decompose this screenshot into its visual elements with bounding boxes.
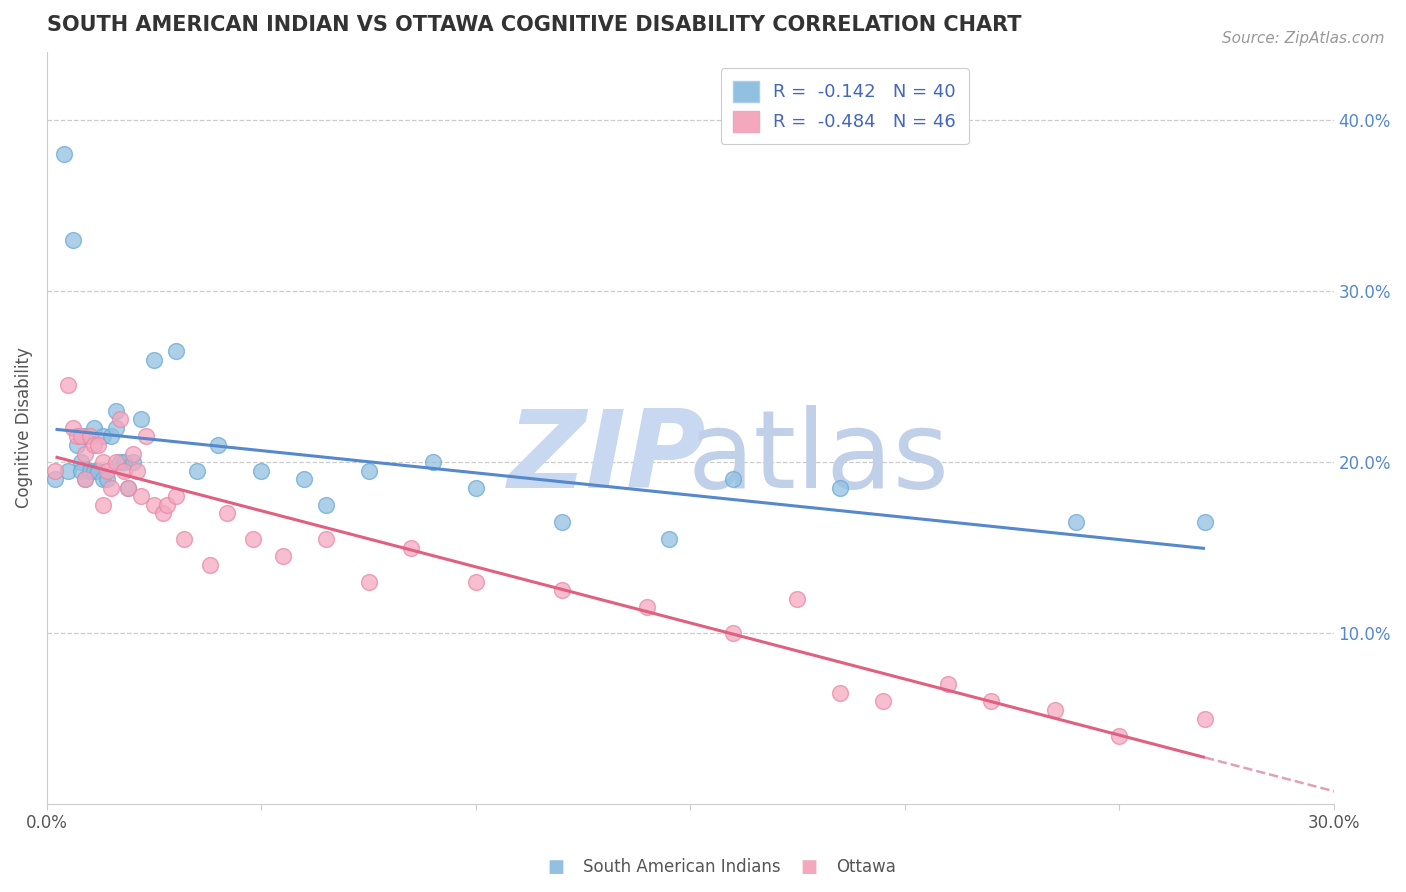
Point xyxy=(872,694,894,708)
Point xyxy=(104,455,127,469)
Point xyxy=(135,429,157,443)
Point xyxy=(143,498,166,512)
Point xyxy=(242,532,264,546)
Point xyxy=(292,472,315,486)
Point xyxy=(830,686,852,700)
Point xyxy=(121,446,143,460)
Point xyxy=(83,464,105,478)
Point xyxy=(87,464,110,478)
Point xyxy=(129,412,152,426)
Point xyxy=(315,498,337,512)
Point xyxy=(121,455,143,469)
Point xyxy=(152,507,174,521)
Point xyxy=(1194,712,1216,726)
Point xyxy=(91,498,114,512)
Point xyxy=(550,515,572,529)
Point xyxy=(87,438,110,452)
Point xyxy=(75,429,97,443)
Point xyxy=(271,549,294,563)
Point xyxy=(979,694,1001,708)
Point xyxy=(58,378,80,392)
Point xyxy=(215,507,238,521)
Y-axis label: Cognitive Disability: Cognitive Disability xyxy=(15,348,32,508)
Point xyxy=(79,429,101,443)
Point xyxy=(100,429,122,443)
Point xyxy=(830,481,852,495)
Point xyxy=(44,464,66,478)
Point xyxy=(112,464,135,478)
Point xyxy=(100,481,122,495)
Point xyxy=(357,464,380,478)
Point xyxy=(250,464,273,478)
Point xyxy=(129,489,152,503)
Point xyxy=(104,404,127,418)
Point xyxy=(91,472,114,486)
Text: SOUTH AMERICAN INDIAN VS OTTAWA COGNITIVE DISABILITY CORRELATION CHART: SOUTH AMERICAN INDIAN VS OTTAWA COGNITIV… xyxy=(46,15,1021,35)
Point xyxy=(91,455,114,469)
Point xyxy=(62,421,84,435)
Point xyxy=(125,464,148,478)
Point xyxy=(83,438,105,452)
Point xyxy=(66,429,89,443)
Point xyxy=(96,472,118,486)
Point xyxy=(143,352,166,367)
Point xyxy=(117,481,139,495)
Point xyxy=(721,626,744,640)
Point xyxy=(186,464,208,478)
Text: ■: ■ xyxy=(800,858,817,876)
Text: Source: ZipAtlas.com: Source: ZipAtlas.com xyxy=(1222,31,1385,46)
Point xyxy=(70,455,93,469)
Point xyxy=(70,429,93,443)
Point xyxy=(79,464,101,478)
Point xyxy=(1194,515,1216,529)
Point xyxy=(58,464,80,478)
Point xyxy=(70,464,93,478)
Point xyxy=(108,455,131,469)
Point xyxy=(357,574,380,589)
Point xyxy=(198,558,221,572)
Point xyxy=(62,233,84,247)
Point xyxy=(104,421,127,435)
Point xyxy=(173,532,195,546)
Point xyxy=(658,532,681,546)
Point xyxy=(44,472,66,486)
Point xyxy=(165,489,187,503)
Point xyxy=(315,532,337,546)
Text: ■: ■ xyxy=(547,858,564,876)
Point xyxy=(636,600,658,615)
Point xyxy=(1108,729,1130,743)
Point xyxy=(112,455,135,469)
Point xyxy=(550,583,572,598)
Point xyxy=(75,446,97,460)
Point xyxy=(96,464,118,478)
Point xyxy=(165,343,187,358)
Point xyxy=(1043,703,1066,717)
Point xyxy=(422,455,444,469)
Text: South American Indians: South American Indians xyxy=(583,858,782,876)
Point xyxy=(786,591,808,606)
Text: atlas: atlas xyxy=(688,405,950,511)
Point xyxy=(401,541,423,555)
Point xyxy=(53,147,76,161)
Point xyxy=(75,472,97,486)
Point xyxy=(156,498,179,512)
Point xyxy=(75,472,97,486)
Text: ZIP: ZIP xyxy=(508,405,706,511)
Point xyxy=(83,421,105,435)
Text: Ottawa: Ottawa xyxy=(837,858,897,876)
Point xyxy=(464,574,486,589)
Point xyxy=(721,472,744,486)
Point xyxy=(1064,515,1087,529)
Point xyxy=(117,481,139,495)
Point xyxy=(108,412,131,426)
Point xyxy=(207,438,229,452)
Point xyxy=(91,429,114,443)
Point xyxy=(464,481,486,495)
Point xyxy=(66,438,89,452)
Legend: R =  -0.142   N = 40, R =  -0.484   N = 46: R = -0.142 N = 40, R = -0.484 N = 46 xyxy=(721,69,969,145)
Point xyxy=(936,677,959,691)
